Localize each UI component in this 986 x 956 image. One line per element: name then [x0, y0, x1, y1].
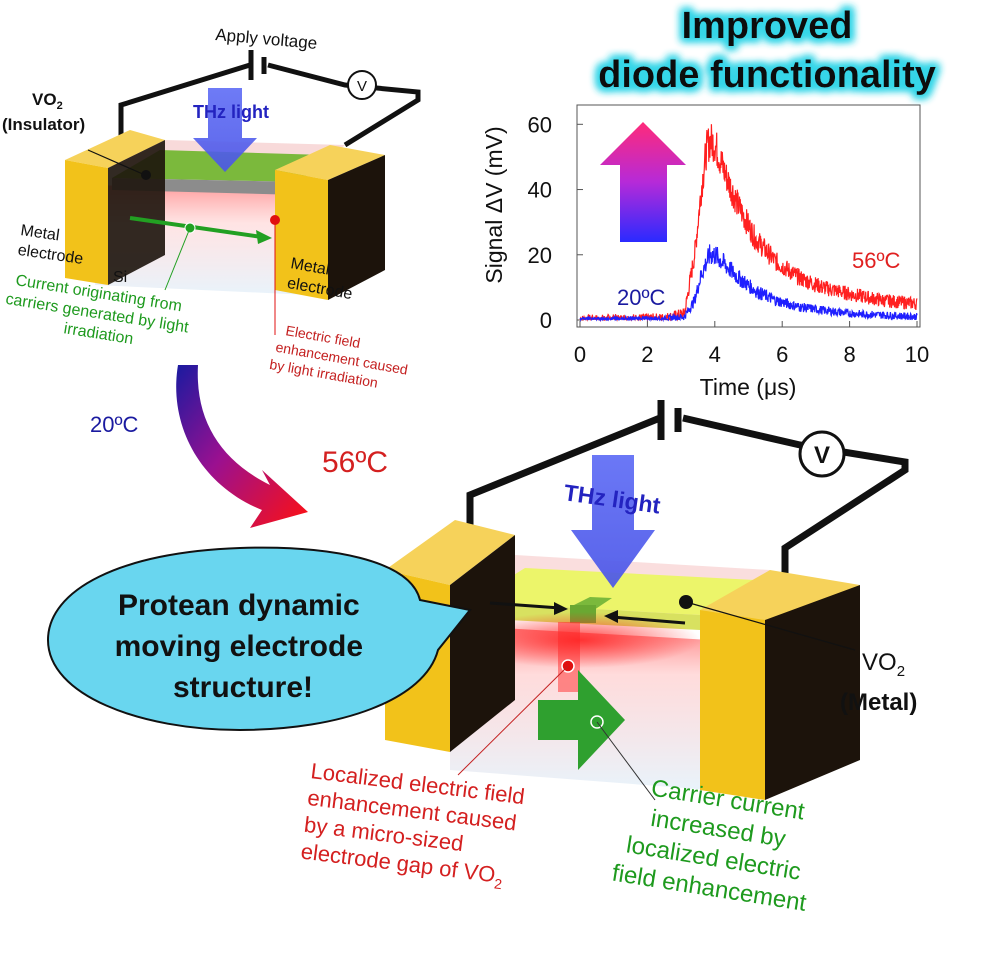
chart-x-ticks: 0 2 4 6 8 10 — [574, 321, 929, 367]
top-thz-label: THz light — [193, 102, 269, 122]
headline-line-1: Improved — [681, 5, 852, 47]
chart-x-tick-label: 6 — [776, 342, 788, 367]
bottom-film-arrowhead-left — [554, 602, 568, 615]
chart-y-tick-label: 40 — [528, 178, 552, 203]
bottom-carrier-arrow — [538, 670, 625, 770]
bottom-vo2-state: (Metal) — [840, 689, 917, 716]
carrier-current-note: Carrier current increased by localized e… — [610, 771, 822, 917]
chart-y-tick-label: 60 — [528, 112, 552, 137]
temp-high-label: 56ºC — [322, 446, 388, 479]
bottom-wire-right — [682, 414, 909, 600]
top-si-label: Si — [113, 269, 127, 286]
chart-y-axis-label: Signal ΔV (mV) — [481, 126, 507, 283]
transition-arrow — [176, 365, 308, 528]
top-left-electrode-top — [65, 130, 165, 168]
bottom-voltmeter-label: V — [814, 442, 830, 469]
top-voltmeter-label: V — [357, 78, 367, 95]
signal-chart: 0 2 4 6 8 10 0 20 40 60 Time (μs) Signal ΔV (mV)… — [481, 104, 929, 400]
series-label-20c: 20ºC — [617, 285, 666, 310]
chart-x-tick-label: 0 — [574, 342, 586, 367]
temperature-transition: 20ºC 56ºC — [90, 365, 388, 528]
top-left-electrode-front — [65, 160, 108, 285]
chart-x-axis-label: Time (μs) — [700, 374, 797, 400]
chart-x-tick-label: 10 — [905, 342, 929, 367]
top-wire-right — [267, 62, 421, 148]
top-thz-arrow — [193, 88, 257, 172]
series-label-56c: 56ºC — [852, 248, 901, 273]
top-right-electrode-front — [275, 170, 328, 300]
chart-series — [579, 124, 918, 323]
top-wire-left — [118, 62, 251, 138]
chart-increase-arrow — [600, 122, 686, 242]
bottom-gap-field-glow — [460, 612, 700, 668]
bottom-left-electrode-top — [385, 520, 515, 585]
chart-y-tick-label: 0 — [540, 308, 552, 333]
bottom-right-electrode-side — [765, 585, 860, 800]
top-voltmeter — [347, 70, 377, 100]
bottom-field-leader — [457, 665, 569, 776]
bottom-carrier-leader — [596, 721, 656, 801]
bottom-left-electrode-side — [450, 535, 515, 752]
top-current-arrowhead — [256, 230, 272, 244]
speech-bubble — [46, 546, 472, 732]
bottom-device: V THz light VO2 — [46, 400, 917, 917]
temp-low-label: 20ºC — [90, 412, 139, 437]
top-vo2-label: VO2 — [32, 90, 63, 112]
top-vo2-state: (Insulator) — [2, 115, 85, 134]
bottom-right-electrode-front — [700, 610, 765, 800]
chart-y-tick-label: 20 — [528, 243, 552, 268]
top-device: V Apply voltage THz light VO2 (Insulator… — [2, 25, 421, 396]
top-vo2-leader — [87, 149, 146, 176]
speech-bubble-text: Protean dynamic moving electrode structu… — [115, 589, 372, 704]
bottom-right-electrode-top — [700, 570, 860, 628]
chart-x-tick-label: 4 — [709, 342, 721, 367]
bottom-film-arrow-right — [611, 615, 686, 625]
top-vo2-dot — [141, 170, 151, 180]
bottom-film-arrow-left — [489, 601, 561, 610]
bottom-voltmeter — [798, 430, 846, 478]
headline: Improved diode functionality — [598, 5, 936, 96]
top-right-electrode-side — [328, 155, 385, 300]
bottom-thz-arrow — [571, 455, 655, 588]
chart-y-ticks: 0 20 40 60 — [528, 112, 583, 333]
bottom-vo2-label: VO2 — [862, 649, 905, 680]
chart-x-tick-label: 2 — [641, 342, 653, 367]
headline-line-2: diode functionality — [598, 54, 936, 96]
chart-series-line — [579, 244, 918, 323]
top-current-leader — [164, 227, 191, 291]
localized-field-note: Localized electric field enhancement cau… — [299, 758, 532, 894]
bottom-vo2-leader — [685, 601, 856, 651]
top-field-note: Electric field enhancement caused by lig… — [268, 320, 416, 396]
top-vo2-insulator-film — [112, 150, 325, 182]
top-current-arrow — [129, 216, 263, 239]
chart-x-tick-label: 8 — [843, 342, 855, 367]
bottom-film-arrowhead-right — [604, 610, 618, 623]
top-right-electrode-top — [275, 145, 385, 180]
apply-voltage-label: Apply voltage — [215, 25, 318, 53]
